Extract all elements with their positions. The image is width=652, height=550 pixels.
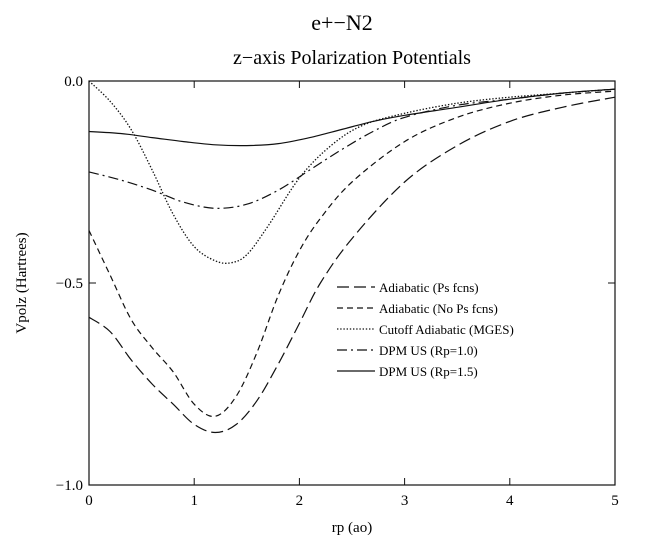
x-tick-label: 2 xyxy=(296,493,304,509)
x-tick-label: 4 xyxy=(506,493,514,509)
legend-label: DPM US (Rp=1.0) xyxy=(379,343,478,358)
series-line-5 xyxy=(88,88,616,147)
x-axis-label: rp (ao) xyxy=(332,520,372,536)
series-line-2 xyxy=(88,90,616,418)
legend-label: Cutoff Adiabatic (MGES) xyxy=(379,322,514,337)
legend: Adiabatic (Ps fcns) Adiabatic (No Ps fcns… xyxy=(337,280,514,379)
y-axis-label: Vpolz (Hartrees) xyxy=(14,232,30,333)
plot-frame xyxy=(88,80,616,486)
legend-label: Adiabatic (Ps fcns) xyxy=(379,280,479,295)
y-tick-label: 0.0 xyxy=(64,74,83,90)
axis-ticks: 0 1 2 3 4 5 0.0 −0.5 −1.0 xyxy=(56,74,619,509)
chart-subtitle: z−axis Polarization Potentials xyxy=(233,47,471,69)
series-line-3 xyxy=(88,80,616,264)
x-tick-label: 5 xyxy=(611,493,619,509)
series-line-4 xyxy=(88,88,616,209)
y-tick-label: −1.0 xyxy=(56,478,83,494)
legend-label: DPM US (Rp=1.5) xyxy=(379,364,478,379)
legend-label: Adiabatic (No Ps fcns) xyxy=(379,301,498,316)
y-tick-label: −0.5 xyxy=(56,276,83,292)
x-tick-label: 3 xyxy=(401,493,409,509)
series-layer xyxy=(88,80,616,434)
x-tick-label: 0 xyxy=(85,493,93,509)
x-tick-label: 1 xyxy=(190,493,198,509)
series-line-1 xyxy=(88,96,616,434)
chart-title: e+−N2 xyxy=(311,10,372,35)
